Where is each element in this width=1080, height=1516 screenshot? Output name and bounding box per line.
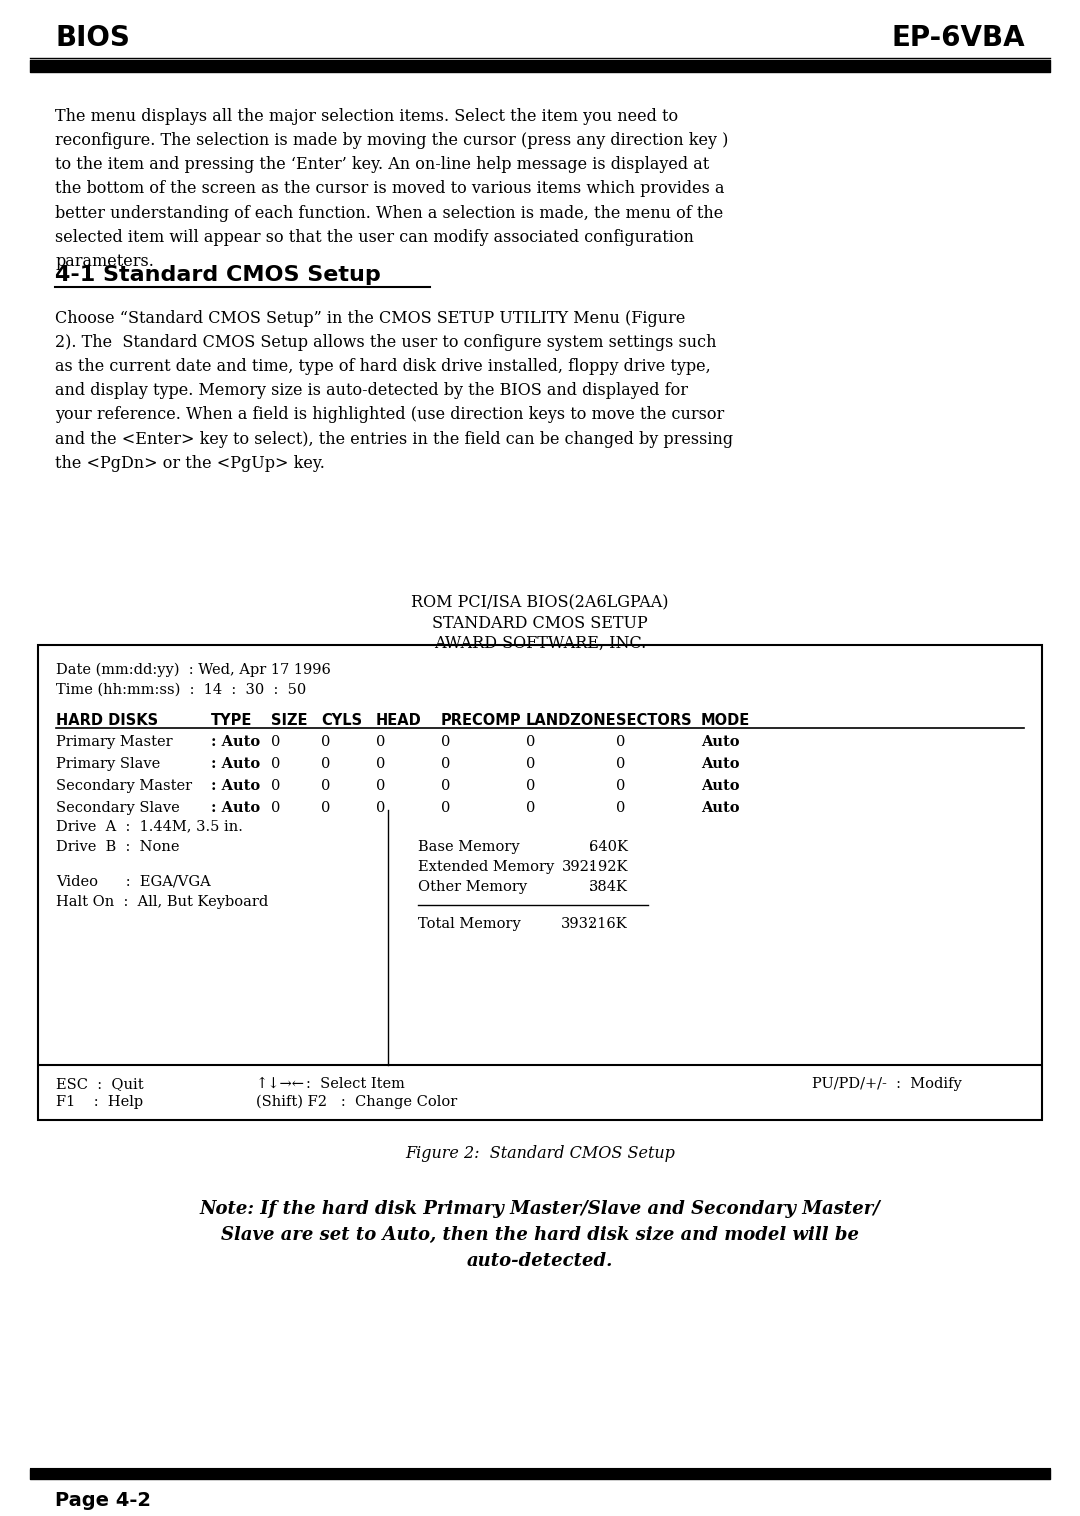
Text: 0: 0 bbox=[526, 779, 536, 793]
Text: Drive  A  :  1.44M, 3.5 in.: Drive A : 1.44M, 3.5 in. bbox=[56, 820, 243, 834]
Text: 0: 0 bbox=[321, 735, 330, 749]
Text: Primary Slave: Primary Slave bbox=[56, 756, 160, 770]
Text: 0: 0 bbox=[271, 756, 281, 770]
Text: HARD DISKS: HARD DISKS bbox=[56, 713, 158, 728]
Text: CYLS: CYLS bbox=[321, 713, 362, 728]
Text: 0: 0 bbox=[616, 800, 625, 814]
Text: Total Memory: Total Memory bbox=[418, 917, 521, 931]
Text: 0: 0 bbox=[526, 756, 536, 770]
Text: Halt On  :  All, But Keyboard: Halt On : All, But Keyboard bbox=[56, 894, 268, 908]
Text: 0: 0 bbox=[376, 800, 386, 814]
Text: Choose “Standard CMOS Setup” in the CMOS SETUP UTILITY Menu (Figure
2). The  Sta: Choose “Standard CMOS Setup” in the CMOS… bbox=[55, 309, 733, 471]
Text: 4-1 Standard CMOS Setup: 4-1 Standard CMOS Setup bbox=[55, 265, 381, 285]
Text: MODE: MODE bbox=[701, 713, 751, 728]
Text: Drive  B  :  None: Drive B : None bbox=[56, 840, 179, 854]
Text: 0: 0 bbox=[321, 800, 330, 814]
Text: TYPE: TYPE bbox=[211, 713, 253, 728]
Text: SIZE: SIZE bbox=[271, 713, 308, 728]
Text: 0: 0 bbox=[526, 735, 536, 749]
Text: 0: 0 bbox=[321, 779, 330, 793]
Text: :: : bbox=[588, 840, 593, 854]
Text: The menu displays all the major selection items. Select the item you need to
rec: The menu displays all the major selectio… bbox=[55, 108, 728, 270]
Text: Auto: Auto bbox=[701, 779, 740, 793]
Text: : Auto: : Auto bbox=[211, 756, 260, 770]
Text: : Auto: : Auto bbox=[211, 735, 260, 749]
Text: 0: 0 bbox=[441, 800, 450, 814]
Text: Note: If the hard disk Primary Master/Slave and Secondary Master/
Slave are set : Note: If the hard disk Primary Master/Sl… bbox=[200, 1199, 880, 1270]
Text: Extended Memory: Extended Memory bbox=[418, 860, 554, 873]
Text: Auto: Auto bbox=[701, 800, 740, 814]
Text: PRECOMP: PRECOMP bbox=[441, 713, 522, 728]
Text: : Auto: : Auto bbox=[211, 800, 260, 814]
Text: 0: 0 bbox=[376, 779, 386, 793]
Text: 0: 0 bbox=[271, 779, 281, 793]
Text: BIOS: BIOS bbox=[55, 24, 130, 52]
Text: 0: 0 bbox=[271, 800, 281, 814]
Text: Date (mm:dd:yy)  : Wed, Apr 17 1996: Date (mm:dd:yy) : Wed, Apr 17 1996 bbox=[56, 662, 330, 678]
FancyBboxPatch shape bbox=[38, 644, 1042, 1120]
Text: EP-6VBA: EP-6VBA bbox=[891, 24, 1025, 52]
Text: 384K: 384K bbox=[589, 879, 627, 894]
Text: Auto: Auto bbox=[701, 735, 740, 749]
Text: 0: 0 bbox=[376, 756, 386, 770]
Text: Primary Master: Primary Master bbox=[56, 735, 173, 749]
Text: 640K: 640K bbox=[589, 840, 627, 854]
Text: :  Select Item: : Select Item bbox=[306, 1076, 405, 1090]
Text: ↑↓→←: ↑↓→← bbox=[256, 1076, 305, 1090]
Text: 0: 0 bbox=[441, 779, 450, 793]
Text: Secondary Master: Secondary Master bbox=[56, 779, 192, 793]
Text: Secondary Slave: Secondary Slave bbox=[56, 800, 179, 814]
Text: Figure 2:  Standard CMOS Setup: Figure 2: Standard CMOS Setup bbox=[405, 1145, 675, 1161]
Text: :: : bbox=[588, 917, 593, 931]
Text: LANDZONE: LANDZONE bbox=[526, 713, 617, 728]
Text: PU/PD/+/-  :  Modify: PU/PD/+/- : Modify bbox=[812, 1076, 962, 1090]
Text: ESC  :  Quit: ESC : Quit bbox=[56, 1076, 144, 1090]
Text: SECTORS: SECTORS bbox=[616, 713, 691, 728]
Text: 0: 0 bbox=[441, 735, 450, 749]
Text: 0: 0 bbox=[271, 735, 281, 749]
Text: Video      :  EGA/VGA: Video : EGA/VGA bbox=[56, 875, 211, 888]
Text: (Shift) F2   :  Change Color: (Shift) F2 : Change Color bbox=[256, 1095, 457, 1110]
Text: 0: 0 bbox=[376, 735, 386, 749]
Text: 393216K: 393216K bbox=[562, 917, 627, 931]
Text: STANDARD CMOS SETUP: STANDARD CMOS SETUP bbox=[432, 615, 648, 632]
Text: Other Memory: Other Memory bbox=[418, 879, 527, 894]
Text: 0: 0 bbox=[616, 756, 625, 770]
Text: AWARD SOFTWARE, INC.: AWARD SOFTWARE, INC. bbox=[434, 635, 646, 652]
Text: : Auto: : Auto bbox=[211, 779, 260, 793]
Text: 0: 0 bbox=[616, 735, 625, 749]
Text: Base Memory: Base Memory bbox=[418, 840, 519, 854]
Text: Auto: Auto bbox=[701, 756, 740, 770]
Text: Page 4-2: Page 4-2 bbox=[55, 1492, 151, 1510]
Text: 392192K: 392192K bbox=[562, 860, 627, 873]
Text: :: : bbox=[588, 879, 593, 894]
Text: 0: 0 bbox=[526, 800, 536, 814]
Text: 0: 0 bbox=[321, 756, 330, 770]
Text: :: : bbox=[588, 860, 593, 873]
Text: ROM PCI/ISA BIOS(2A6LGPAA): ROM PCI/ISA BIOS(2A6LGPAA) bbox=[411, 594, 669, 612]
Text: F1    :  Help: F1 : Help bbox=[56, 1095, 144, 1108]
Text: HEAD: HEAD bbox=[376, 713, 422, 728]
Text: 0: 0 bbox=[441, 756, 450, 770]
Text: 0: 0 bbox=[616, 779, 625, 793]
Text: Time (hh:mm:ss)  :  14  :  30  :  50: Time (hh:mm:ss) : 14 : 30 : 50 bbox=[56, 682, 307, 697]
